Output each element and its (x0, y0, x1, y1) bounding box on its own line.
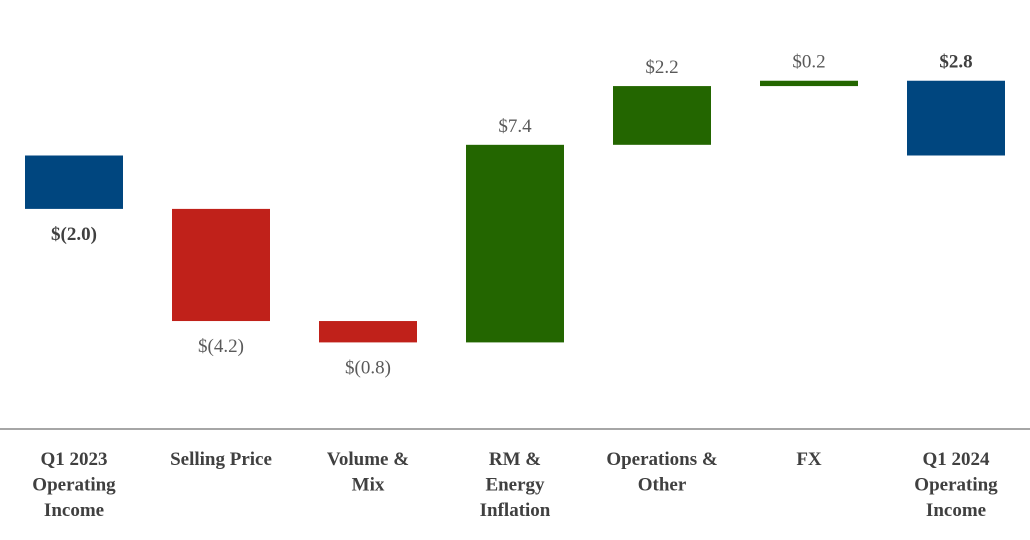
category-label-volume-and-mix: Volume & Mix (327, 449, 409, 496)
category-label-line: Q1 2023 (40, 449, 107, 470)
bar-fx (760, 80, 858, 87)
category-label-operations-and-other: Operations & Other (606, 449, 717, 496)
bar-q1-2023-operating-income (25, 155, 123, 209)
value-label-fx: $0.2 (792, 52, 825, 73)
bars-layer (25, 80, 1005, 343)
category-label-line: Selling Price (170, 449, 272, 470)
category-label-q1-2023-operating-income: Q1 2023 Operating Income (32, 449, 116, 521)
bar-rm-and-energy-inflation (466, 144, 564, 343)
category-label-selling-price: Selling Price (170, 449, 272, 470)
category-label-line: Energy (485, 475, 545, 496)
value-label-q1-2024-operating-income: $2.8 (939, 52, 972, 73)
bar-volume-and-mix (319, 321, 417, 343)
category-label-line: Income (44, 500, 104, 521)
value-label-rm-and-energy-inflation: $7.4 (498, 116, 532, 137)
value-label-selling-price: $(4.2) (198, 336, 244, 357)
category-label-rm-and-energy-inflation: RM & Energy Inflation (480, 449, 551, 521)
value-label-operations-and-other: $2.2 (645, 57, 678, 78)
category-label-line: Operations & (606, 449, 717, 470)
bar-selling-price (172, 208, 270, 322)
category-label-line: FX (796, 449, 822, 470)
category-label-q1-2024-operating-income: Q1 2024 Operating Income (914, 449, 998, 521)
value-label-volume-and-mix: $(0.8) (345, 357, 391, 378)
category-label-line: RM & (489, 449, 541, 470)
category-label-line: Operating (914, 475, 998, 496)
bar-operations-and-other (613, 86, 711, 145)
category-label-line: Income (926, 500, 986, 521)
category-label-line: Operating (32, 475, 116, 496)
value-labels-layer: $(2.0) $(4.2) $(0.8) $7.4 $2.2 $0.2 $2.8 (51, 52, 973, 379)
value-label-q1-2023-operating-income: $(2.0) (51, 224, 97, 245)
category-labels-layer: Q1 2023 Operating Income Selling Price Volum… (32, 449, 998, 521)
category-label-line: Inflation (480, 500, 551, 521)
bar-q1-2024-operating-income (907, 80, 1005, 156)
category-label-line: Other (638, 475, 687, 496)
category-label-fx: FX (796, 449, 822, 470)
category-label-line: Q1 2024 (922, 449, 990, 470)
category-label-line: Mix (352, 475, 385, 496)
category-label-line: Volume & (327, 449, 409, 470)
